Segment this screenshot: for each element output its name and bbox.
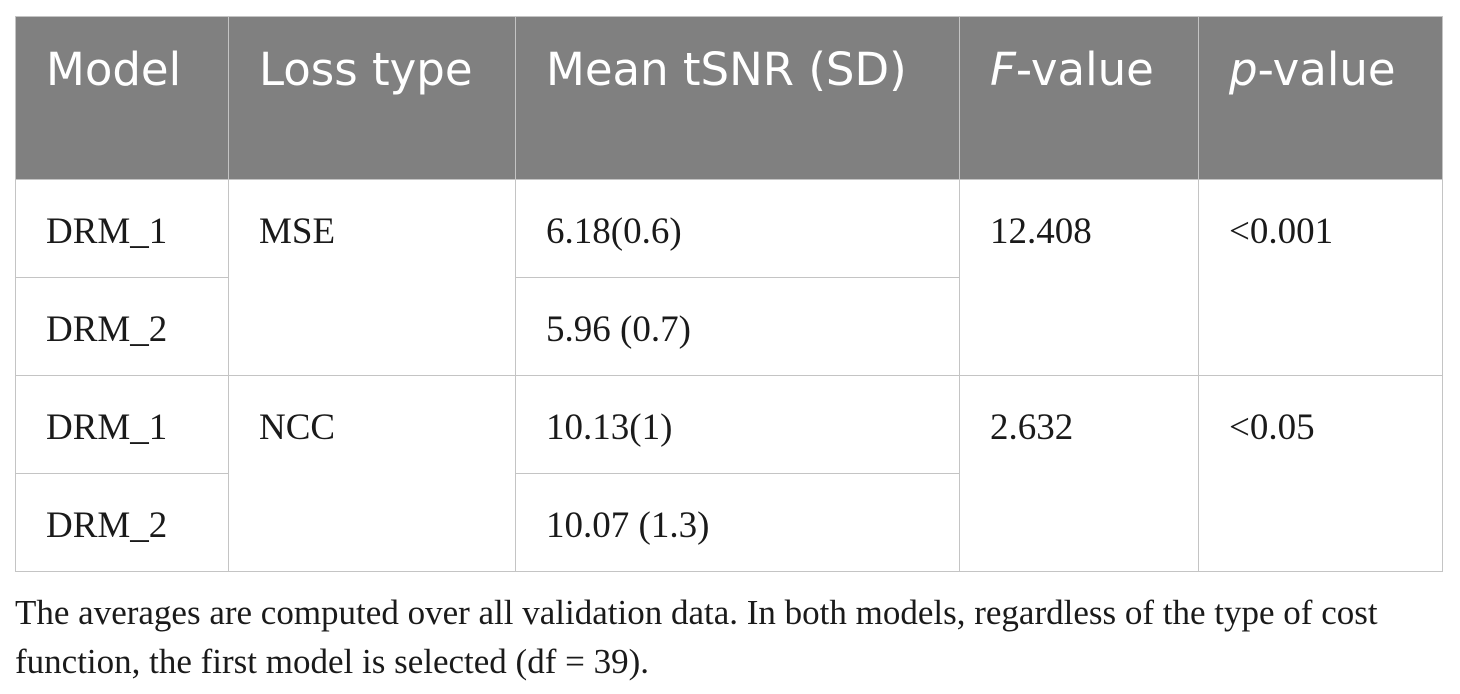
header-p-value: p-value bbox=[1198, 16, 1443, 180]
header-mean-tsnr: Mean tSNR (SD) bbox=[515, 16, 960, 180]
table-row: DRM_1 MSE 6.18(0.6) 12.408 <0.001 bbox=[15, 179, 1443, 376]
header-f-value: F-value bbox=[959, 16, 1199, 180]
header-loss-type: Loss type bbox=[228, 16, 516, 180]
table-row: DRM_1 NCC 10.13(1) 2.632 <0.05 bbox=[15, 375, 1443, 572]
cell-loss-type: MSE bbox=[228, 179, 516, 376]
cell-mean-tsnr: 10.07 (1.3) bbox=[515, 473, 960, 572]
header-model: Model bbox=[15, 16, 229, 180]
cell-p-value: <0.05 bbox=[1198, 375, 1443, 572]
cell-model: DRM_1 bbox=[15, 375, 229, 474]
cell-model: DRM_2 bbox=[15, 473, 229, 572]
table-header: Model Loss type Mean tSNR (SD) F-value p… bbox=[15, 16, 1443, 180]
cell-mean-tsnr: 10.13(1) bbox=[515, 375, 960, 474]
results-table: Model Loss type Mean tSNR (SD) F-value p… bbox=[15, 16, 1443, 572]
results-table-container: Model Loss type Mean tSNR (SD) F-value p… bbox=[15, 16, 1443, 572]
cell-f-value: 2.632 bbox=[959, 375, 1199, 572]
header-p-value-rest: -value bbox=[1257, 43, 1396, 96]
header-p-value-italic: p bbox=[1229, 43, 1258, 96]
cell-loss-type: NCC bbox=[228, 375, 516, 572]
cell-model: DRM_2 bbox=[15, 277, 229, 376]
cell-p-value: <0.001 bbox=[1198, 179, 1443, 376]
header-f-value-italic: F bbox=[990, 43, 1016, 96]
table-body: DRM_1 MSE 6.18(0.6) 12.408 <0.001 DRM_2 … bbox=[15, 179, 1443, 572]
cell-f-value: 12.408 bbox=[959, 179, 1199, 376]
cell-mean-tsnr: 5.96 (0.7) bbox=[515, 277, 960, 376]
header-f-value-rest: -value bbox=[1015, 43, 1154, 96]
table-row: DRM_2 5.96 (0.7) bbox=[15, 277, 1443, 376]
table-row: DRM_2 10.07 (1.3) bbox=[15, 473, 1443, 572]
cell-model: DRM_1 bbox=[15, 179, 229, 278]
table-footnote: The averages are computed over all valid… bbox=[15, 593, 1378, 681]
cell-mean-tsnr: 6.18(0.6) bbox=[515, 179, 960, 278]
header-row: Model Loss type Mean tSNR (SD) F-value p… bbox=[15, 16, 1443, 180]
